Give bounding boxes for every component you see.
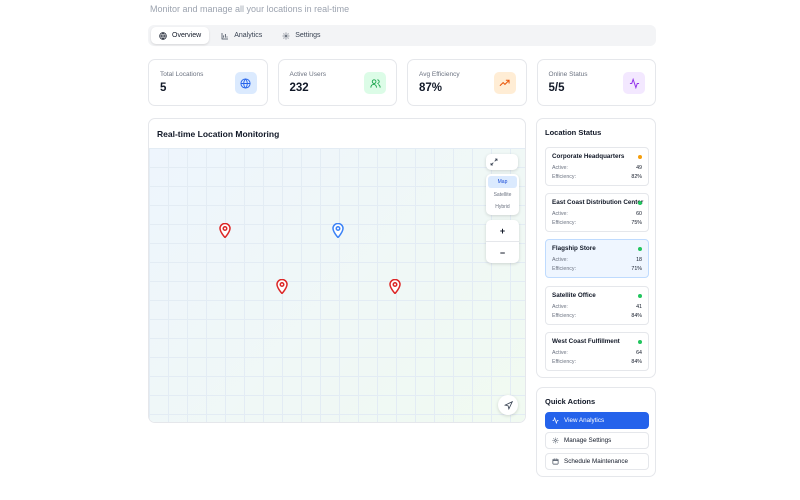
trending-up-icon [499,79,510,86]
stats-row: Total Locations 5 Active Users 232 Avg E… [148,59,656,106]
efficiency-label: Efficiency: [552,359,577,365]
efficiency-label: Efficiency: [552,174,577,180]
manage-settings-button[interactable]: Manage Settings [545,432,649,449]
users-icon [369,78,381,88]
zoom-out-button[interactable]: − [486,241,519,263]
efficiency-value: 71% [631,266,642,272]
location-name: West Coast Fulfillment [552,338,620,345]
location-name: Flagship Store [552,245,596,252]
active-label: Active: [552,257,568,263]
stat-value: 87% [419,82,443,94]
status-dot [638,247,642,251]
location-name: Satellite Office [552,292,596,299]
tab-label: Overview [172,32,202,39]
location-name: East Coast Distribution Center [552,199,644,206]
stat-label: Online Status [548,71,588,78]
efficiency-value: 84% [631,359,642,365]
efficiency-label: Efficiency: [552,220,577,226]
stat-icon-box [234,72,257,94]
map-card: Real-time Location Monitoring Map Satell… [148,118,526,423]
status-dot [638,294,642,298]
gear-icon [552,437,559,444]
stat-active-users: Active Users 232 [277,59,397,106]
map-title: Real-time Location Monitoring [157,129,280,139]
efficiency-label: Efficiency: [552,313,577,319]
location-item-west-coast-fulfillment[interactable]: West Coast Fulfillment Active: 64 Efficie… [545,332,649,371]
activity-icon [552,417,559,424]
stat-value: 5 [160,82,167,94]
map-pin-icon[interactable] [219,223,231,238]
bar-chart-icon [221,32,229,39]
tab-settings[interactable]: Settings [274,27,328,44]
stat-value: 232 [289,82,309,94]
view-tabs: Overview Analytics Settings [148,25,656,46]
quick-actions-title: Quick Actions [545,397,596,406]
location-item-east-coast-distribution[interactable]: East Coast Distribution Center Active: 60… [545,193,649,232]
active-label: Active: [552,165,568,171]
layer-satellite-button[interactable]: Satellite [493,191,512,198]
schedule-maintenance-button[interactable]: Schedule Maintenance [545,453,649,470]
location-item-satellite-office[interactable]: Satellite Office Active: 41 Efficiency: 84… [545,286,649,325]
globe-icon [159,31,167,40]
quick-actions-card: Quick Actions View Analytics Manage Sett… [536,387,656,477]
location-status-card: Location Status Corporate Headquarters A… [536,118,656,378]
map-pin-icon[interactable] [389,279,401,294]
navigation-icon [503,400,513,410]
efficiency-value: 82% [631,174,642,180]
button-label: Schedule Maintenance [564,458,629,465]
button-label: View Analytics [564,417,605,424]
map-pin-icon[interactable] [276,279,288,294]
efficiency-label: Efficiency: [552,266,577,272]
tab-label: Analytics [234,32,263,39]
stat-online-status: Online Status 5/5 [536,59,656,106]
status-dot [638,155,642,159]
view-analytics-button[interactable]: View Analytics [545,412,649,429]
status-dot [638,201,642,205]
stat-label: Avg Efficiency [419,71,460,78]
expand-icon [490,158,498,166]
button-label: Manage Settings [564,437,612,444]
tab-label: Settings [295,32,321,39]
active-label: Active: [552,304,568,310]
page-subtitle: Monitor and manage all your locations in… [150,4,350,14]
active-label: Active: [552,211,568,217]
location-name: Corporate Headquarters [552,153,625,160]
map-pin-icon-selected[interactable] [332,223,344,238]
active-value: 18 [636,257,642,263]
stat-icon-box [364,72,386,94]
location-map[interactable]: Map Satellite Hybrid + − [149,148,525,422]
active-value: 60 [636,211,642,217]
locate-button[interactable] [498,395,518,415]
stat-label: Total Locations [160,71,204,78]
fullscreen-button[interactable] [486,154,518,170]
gear-icon [282,32,290,39]
tab-overview[interactable]: Overview [151,27,210,44]
calendar-icon [552,458,559,465]
active-value: 41 [636,304,642,310]
map-layer-switcher: Map Satellite Hybrid [486,174,519,215]
stat-label: Active Users [289,71,326,78]
stat-value: 5/5 [548,82,565,94]
layer-hybrid-button[interactable]: Hybrid [495,204,510,211]
tab-analytics[interactable]: Analytics [213,27,270,44]
layer-map-button[interactable]: Map [488,176,517,188]
location-item-corporate-headquarters[interactable]: Corporate Headquarters Active: 49 Efficie… [545,147,649,186]
zoom-in-button[interactable]: + [499,225,506,236]
active-value: 64 [636,350,642,356]
stat-avg-efficiency: Avg Efficiency 87% [407,59,527,106]
zoom-controls: + − [486,220,519,263]
location-item-flagship-store[interactable]: Flagship Store Active: 18 Efficiency: 71% [545,239,649,278]
efficiency-value: 75% [631,220,642,226]
activity-icon [629,77,639,89]
status-dot [638,340,642,344]
globe-icon [240,77,251,89]
active-label: Active: [552,350,568,356]
stat-icon-box [493,72,516,94]
efficiency-value: 84% [631,313,642,319]
location-status-title: Location Status [545,128,602,137]
stat-total-locations: Total Locations 5 [148,59,268,106]
stat-icon-box [623,72,645,94]
active-value: 49 [636,165,642,171]
